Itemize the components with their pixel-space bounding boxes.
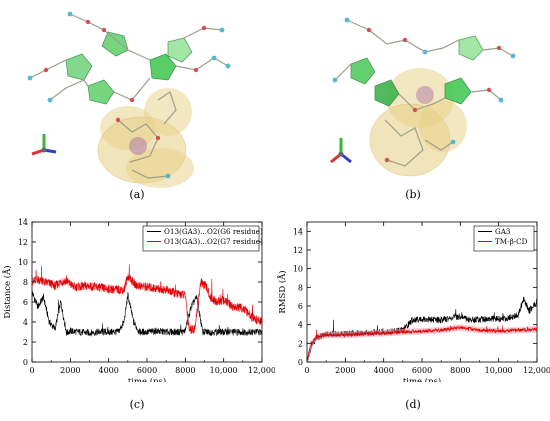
x-tick-label: 8000 xyxy=(450,366,470,375)
y-tick-label: 8 xyxy=(23,278,28,287)
x-tick-label: 10,000 xyxy=(210,366,238,375)
y-tick-label: 2 xyxy=(23,338,28,347)
y-tick-label: 0 xyxy=(23,358,28,367)
caption-c: (c) xyxy=(129,398,145,411)
molecule-render-a xyxy=(27,11,231,188)
x-tick-label: 8000 xyxy=(175,366,195,375)
y-axis-label: RMSD (Å) xyxy=(276,270,288,313)
series-line xyxy=(306,325,538,361)
orientation-axes-a xyxy=(31,134,57,156)
x-tick-label: 6000 xyxy=(412,366,432,375)
legend-label: O13(GA3)...O2(G6 residue) xyxy=(164,227,263,236)
y-tick-label: 2 xyxy=(298,339,303,348)
caption-d: (d) xyxy=(405,398,421,411)
x-tick-label: 6000 xyxy=(137,366,157,375)
y-tick-label: 10 xyxy=(293,265,303,274)
y-tick-label: 12 xyxy=(293,246,303,255)
series-line xyxy=(31,264,263,335)
x-tick-label: 0 xyxy=(29,366,34,375)
caption-b: (b) xyxy=(405,188,421,201)
molecule-render-b xyxy=(330,17,516,177)
y-tick-label: 14 xyxy=(18,218,28,227)
legend: O13(GA3)...O2(G6 residue)O13(GA3)...O2(G… xyxy=(142,225,263,252)
x-axis-label: time (ps) xyxy=(403,376,441,382)
y-tick-label: 12 xyxy=(18,238,28,247)
legend-label: TM-β-CD xyxy=(495,237,528,246)
atoms-a xyxy=(27,11,231,179)
cd-rings-b xyxy=(350,35,484,107)
legend-box xyxy=(142,225,260,252)
legend-label: O13(GA3)...O2(G7 residue) xyxy=(164,237,263,246)
y-tick-label: 10 xyxy=(18,258,28,267)
y-tick-label: 14 xyxy=(293,227,303,236)
legend-label: GA3 xyxy=(495,227,511,236)
y-tick-label: 0 xyxy=(298,358,303,367)
legend-box xyxy=(473,225,535,252)
y-tick-label: 4 xyxy=(298,321,303,330)
caption-a: (a) xyxy=(129,188,145,201)
guest-surface-a xyxy=(97,88,194,188)
y-tick-label: 6 xyxy=(23,298,28,307)
x-tick-label: 10,000 xyxy=(485,366,513,375)
series-1 xyxy=(306,324,538,362)
x-tick-label: 0 xyxy=(304,366,309,375)
y-tick-label: 8 xyxy=(298,283,303,292)
x-tick-label: 12,000 xyxy=(248,366,275,375)
distance-chart: 0 2000 4000 6000 8000 10,000 12,000 0 2 4 6 8 10 12 14… xyxy=(1,218,275,382)
series-1 xyxy=(31,264,263,335)
series-line xyxy=(31,291,263,337)
y-tick-label: 6 xyxy=(298,302,303,311)
y-axis-label: Distance (Å) xyxy=(1,265,13,318)
x-tick-label: 2000 xyxy=(335,366,355,375)
cd-rings-a xyxy=(65,31,193,105)
guest-surface-b xyxy=(369,68,467,177)
x-tick-label: 2000 xyxy=(60,366,80,375)
atoms-b xyxy=(332,17,516,163)
series-0 xyxy=(31,291,263,337)
rmsd-chart: 0 2000 4000 6000 8000 10,000 12,000 0 2 4 6 8 10 12 14… xyxy=(276,221,550,382)
orientation-axes-b xyxy=(330,138,352,164)
x-tick-label: 4000 xyxy=(98,366,118,375)
x-tick-label: 4000 xyxy=(373,366,393,375)
y-tick-label: 4 xyxy=(23,318,28,327)
series-band xyxy=(307,324,537,362)
x-axis-label: time (ps) xyxy=(128,376,166,382)
x-tick-label: 12,000 xyxy=(523,366,550,375)
